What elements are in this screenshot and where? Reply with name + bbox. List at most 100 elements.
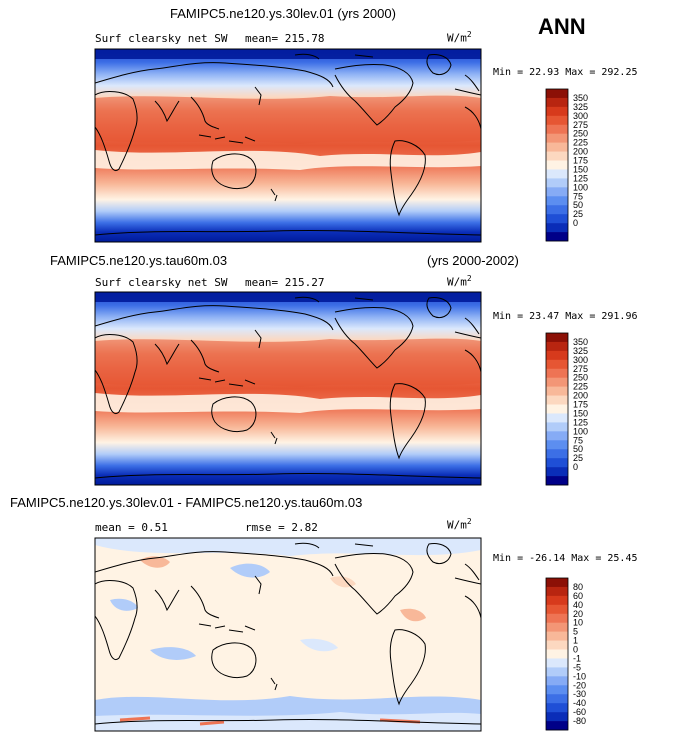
colorbar-tick-label: 75 — [573, 435, 583, 445]
colorbar-swatch — [546, 232, 568, 242]
colorbar-tick-label: 275 — [573, 364, 588, 374]
colorbar-tick-label: -5 — [573, 662, 581, 672]
colorbar-swatch — [546, 721, 568, 731]
colorbar-swatch — [546, 458, 568, 468]
colorbar-swatch — [546, 622, 568, 632]
panel-1-units: W/m2 — [447, 30, 472, 45]
colorbar-swatch — [546, 196, 568, 206]
colorbar-tick-label: 125 — [573, 417, 588, 427]
colorbar-swatch — [546, 368, 568, 378]
colorbar-swatch — [546, 89, 568, 99]
colorbar-tick-label: -10 — [573, 671, 586, 681]
panel-3-mean: mean = 0.51 — [95, 521, 168, 534]
colorbar-tick-label: -1 — [573, 653, 581, 663]
panel-1-minmax: Min = 22.93 Max = 292.25 — [493, 67, 638, 78]
panel-3-minmax: Min = -26.14 Max = 25.45 — [493, 553, 638, 564]
colorbar-tick-label: 250 — [573, 373, 588, 383]
season-label: ANN — [538, 14, 586, 39]
colorbar-swatch — [546, 476, 568, 486]
colorbar-tick-label: -60 — [573, 707, 586, 717]
colorbar-tick-label: 200 — [573, 147, 588, 157]
colorbar-tick-label: 80 — [573, 582, 583, 592]
colorbar-swatch — [546, 404, 568, 414]
colorbar-tick-label: 100 — [573, 182, 588, 192]
colorbar-tick-label: -80 — [573, 716, 586, 726]
colorbar-swatch — [546, 178, 568, 188]
colorbar-tick-label: 40 — [573, 600, 583, 610]
colorbar-tick-label: 150 — [573, 408, 588, 418]
colorbar-swatch — [546, 604, 568, 615]
colorbar-swatch — [546, 431, 568, 441]
colorbar-tick-label: -30 — [573, 689, 586, 699]
colorbar-tick-label: 0 — [573, 645, 578, 655]
colorbar-tick-label: 5 — [573, 627, 578, 637]
colorbar-swatch — [546, 359, 568, 370]
colorbar-frame — [545, 88, 569, 242]
colorbar-swatch — [546, 333, 568, 343]
colorbar-tick-label: 275 — [573, 120, 588, 130]
colorbar-swatch — [546, 440, 568, 450]
colorbar-tick-label: 250 — [573, 129, 588, 139]
colorbar-swatch — [546, 467, 568, 477]
panel-1-title: FAMIPC5.ne120.ys.30lev.01 (yrs 2000) — [170, 6, 396, 21]
panel-3-title: FAMIPC5.ne120.ys.30lev.01 - FAMIPC5.ne12… — [10, 495, 363, 510]
colorbar-tick-label: 175 — [573, 156, 588, 166]
colorbar-tick-label: 50 — [573, 444, 583, 454]
colorbar-frame — [545, 577, 569, 731]
colorbar-tick-label: 300 — [573, 355, 588, 365]
panel-2-units: W/m2 — [447, 274, 472, 289]
colorbar-tick-label: 350 — [573, 93, 588, 103]
colorbar-swatch — [546, 694, 568, 704]
colorbar-tick-label: 20 — [573, 609, 583, 619]
colorbar-swatch — [546, 124, 568, 134]
colorbar-swatch — [546, 640, 568, 650]
map-panel-1 — [94, 48, 482, 243]
colorbar-swatch — [546, 631, 568, 641]
colorbar-tick-label: 325 — [573, 346, 588, 356]
colorbar-tick-label: 25 — [573, 453, 583, 463]
colorbar-swatch — [546, 341, 568, 352]
colorbar-tick-label: -40 — [573, 698, 586, 708]
colorbar-tick-label: 0 — [573, 218, 578, 228]
colorbar-swatch — [546, 676, 568, 686]
panel-2-variable: Surf clearsky net SW — [95, 276, 228, 289]
colorbar-swatch — [546, 115, 568, 126]
colorbar-swatch — [546, 169, 568, 179]
colorbar-swatch — [546, 133, 568, 143]
colorbar-tick-label: 10 — [573, 618, 583, 628]
colorbar-swatch — [546, 160, 568, 170]
colorbar-tick-label: 0 — [573, 462, 578, 472]
colorbar-swatch — [546, 205, 568, 215]
colorbar-swatch — [546, 350, 568, 361]
colorbar-swatch — [546, 151, 568, 161]
colorbar-swatch — [546, 449, 568, 459]
colorbar-swatch — [546, 422, 568, 432]
panel-2-title: FAMIPC5.ne120.ys.tau60m.03 — [50, 253, 228, 268]
colorbar-swatch — [546, 386, 568, 396]
colorbar-tick-label: 175 — [573, 400, 588, 410]
map-panel-3 — [94, 537, 482, 732]
colorbar-tick-label: 100 — [573, 426, 588, 436]
colorbar-frame — [545, 332, 569, 486]
colorbar-swatch — [546, 685, 568, 695]
colorbar-tick-label: 325 — [573, 102, 588, 112]
colorbar-swatch — [546, 586, 568, 597]
colorbar-tick-label: 50 — [573, 200, 583, 210]
colorbar-swatch — [546, 413, 568, 423]
colorbar-swatch — [546, 395, 568, 405]
colorbar-swatch — [546, 595, 568, 606]
panel-1-variable: Surf clearsky net SW — [95, 32, 228, 45]
colorbar-swatch — [546, 223, 568, 233]
colorbar-tick-label: 300 — [573, 111, 588, 121]
colorbar-swatch — [546, 578, 568, 588]
colorbar-swatch — [546, 106, 568, 117]
colorbar-swatch — [546, 97, 568, 108]
colorbar-tick-label: 75 — [573, 191, 583, 201]
panel-3-units: W/m2 — [447, 517, 472, 532]
colorbar-tick-label: 25 — [573, 209, 583, 219]
colorbar-swatch — [546, 613, 568, 623]
